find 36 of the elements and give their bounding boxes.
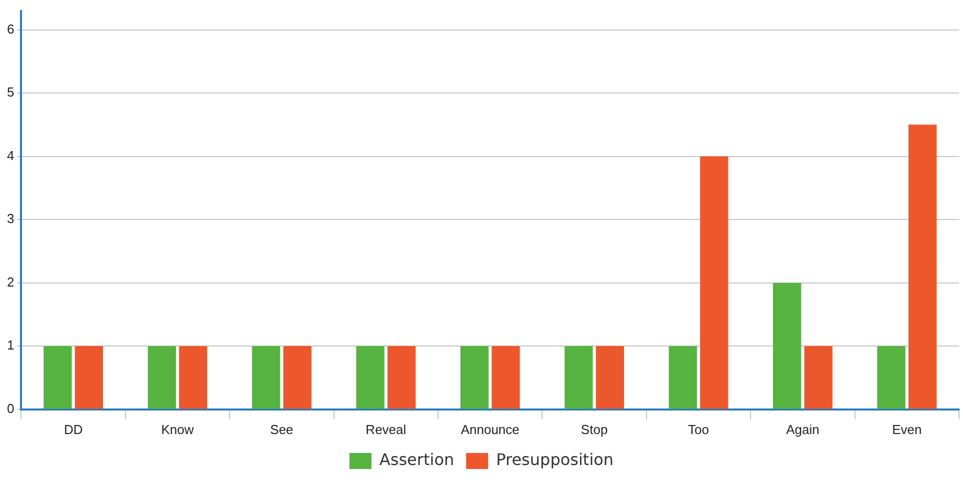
x-tick-label: Even <box>892 422 922 437</box>
y-tick-label: 1 <box>6 338 14 353</box>
x-tick-label: Announce <box>460 422 520 437</box>
bar <box>773 282 802 409</box>
x-tick-label: DD <box>64 422 83 437</box>
y-tick-label: 3 <box>6 211 14 226</box>
x-tick-label: See <box>270 422 294 437</box>
bar <box>564 346 593 409</box>
bar <box>596 346 624 409</box>
bar <box>148 346 176 409</box>
bar <box>387 346 416 409</box>
bar <box>908 124 937 409</box>
bar <box>877 346 906 409</box>
legend-label: Assertion <box>379 450 454 470</box>
bar <box>179 346 208 409</box>
bar <box>74 346 104 409</box>
bar <box>700 156 728 409</box>
y-tick-label: 0 <box>6 400 14 416</box>
x-tick-label: Stop <box>580 422 608 437</box>
x-tick-label: Again <box>786 422 820 437</box>
y-tick-label: 4 <box>6 148 14 163</box>
y-tick-label: 5 <box>6 84 14 100</box>
y-tick-label: 6 <box>6 21 14 36</box>
legend-label: Presupposition <box>496 450 614 470</box>
bar <box>492 346 520 409</box>
bar <box>668 346 697 409</box>
bar <box>460 346 489 409</box>
y-tick-label: 2 <box>6 274 14 290</box>
bar <box>804 346 832 409</box>
x-tick-label: Reveal <box>366 422 406 437</box>
bar <box>252 346 280 409</box>
bar <box>283 346 312 409</box>
x-tick-label: Too <box>688 422 709 437</box>
x-tick-label: Know <box>161 422 194 437</box>
bar <box>356 346 384 409</box>
bar <box>44 346 72 409</box>
